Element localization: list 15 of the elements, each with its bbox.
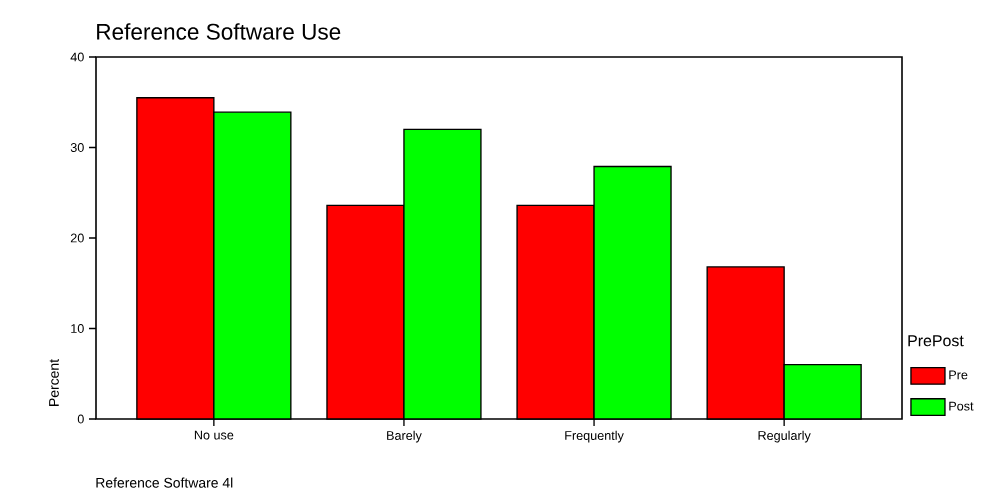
x-tick-label: Frequently	[565, 430, 624, 443]
y-tick-label: 20	[70, 233, 84, 243]
y-tick-label: 10	[71, 324, 84, 333]
x-tick-label: Barely	[387, 430, 422, 443]
y-tick-label: 0	[77, 414, 84, 424]
y-axis-title: Percent	[49, 359, 59, 406]
y-tick-label: 40	[70, 52, 84, 62]
chart-title: Reference Software Use	[97, 23, 341, 40]
x-tick-label: No use	[194, 430, 234, 440]
legend-title: PrePost	[908, 335, 964, 347]
y-tick-label: 30	[70, 143, 84, 152]
x-axis-title: Reference Software 4l	[96, 477, 233, 488]
legend-label: Post	[949, 401, 974, 411]
legend-label: Pre	[949, 370, 968, 380]
x-tick-label: Regularly	[758, 430, 811, 443]
